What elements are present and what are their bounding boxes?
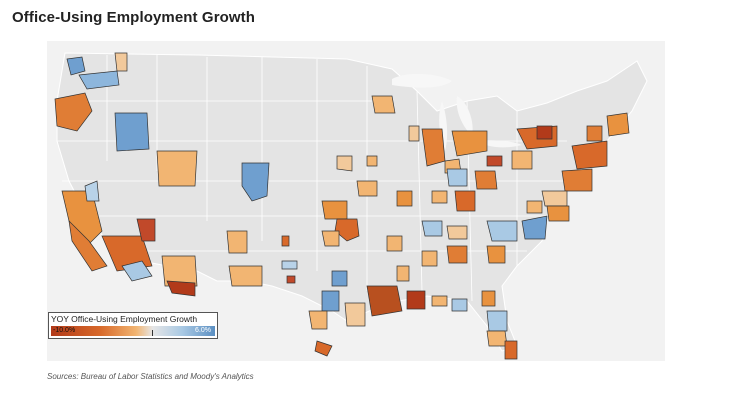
metro-dallas [331, 270, 348, 287]
metro-areas [54, 52, 630, 360]
metro-nashville [421, 220, 443, 237]
metro-louisville [431, 190, 448, 204]
metro-indianapolis [446, 168, 468, 187]
metro-salt-lake [241, 162, 270, 202]
metro-san-antonio [308, 310, 328, 330]
metro-la [121, 260, 153, 282]
metro-wenatchee [114, 52, 128, 72]
metro-albuquerque [226, 230, 248, 254]
metro-charlotte [486, 220, 518, 242]
metro-wichita [321, 200, 348, 220]
metro-nyc [571, 140, 608, 170]
metro-okc [321, 230, 340, 247]
legend-midpoint-tick [152, 330, 153, 336]
legend-title: YOY Office-Using Employment Growth [51, 314, 198, 324]
metro-bay-area [68, 220, 108, 272]
metro-corpus [314, 340, 333, 357]
metro-columbus [474, 170, 498, 190]
metro-austin [321, 290, 340, 312]
metro-mobile [406, 290, 426, 310]
metro-detroit [451, 130, 488, 157]
metro-atlanta [446, 245, 468, 264]
metro-phoenix [161, 255, 198, 287]
metro-charleston [486, 245, 506, 264]
metro-buffalo [536, 125, 553, 140]
legend-min-label: -10.0% [53, 327, 76, 334]
metro-dc [546, 205, 570, 222]
metro-tucson [166, 280, 196, 297]
legend-max-label: 6.0% [195, 327, 211, 334]
metro-new-orleans [366, 285, 403, 317]
chart-title: Office-Using Employment Growth [12, 9, 256, 26]
metro-pittsburgh [511, 150, 533, 170]
metro-cincinnati [454, 190, 476, 212]
metro-milwaukee [408, 125, 420, 142]
metro-orlando [486, 310, 508, 332]
metro-tulsa [334, 218, 360, 242]
metro-boston [606, 112, 630, 137]
metro-el-paso [228, 265, 263, 287]
legend: YOY Office-Using Employment Growth -10.0… [48, 312, 218, 339]
metro-omaha [366, 155, 378, 167]
source-note: Sources: Bureau of Labor Statistics and … [47, 372, 254, 381]
map-svg [47, 41, 665, 361]
metro-tampa [486, 330, 508, 347]
metro-portland [54, 92, 93, 132]
metro-des-moines [336, 155, 353, 172]
metro-lubbock [281, 260, 298, 270]
metro-albany [586, 125, 603, 142]
metro-tallahassee [451, 298, 468, 312]
metro-midland [286, 275, 296, 284]
metro-houston [344, 302, 366, 327]
metro-denver [156, 150, 198, 187]
metro-reno [136, 218, 156, 242]
metro-miami [504, 340, 518, 360]
metro-jacksonville [481, 290, 496, 307]
metro-sf-small [84, 180, 100, 202]
metro-memphis [386, 235, 403, 252]
us-map [47, 41, 665, 361]
metro-pensacola [431, 295, 448, 307]
metro-kansas-city [356, 180, 378, 197]
metro-baltimore [541, 190, 568, 207]
metro-richmond [526, 200, 543, 214]
metro-boise [114, 112, 150, 152]
metro-seattle [66, 56, 86, 76]
metro-birmingham [421, 250, 438, 267]
metro-amarillo [281, 235, 290, 247]
metro-minneapolis [371, 95, 396, 114]
metro-spokane [78, 70, 120, 90]
metro-knoxville [446, 225, 468, 240]
metro-toledo [486, 155, 503, 167]
metro-st-louis [396, 190, 413, 207]
metro-raleigh [521, 215, 548, 240]
legend-color-bar [51, 326, 215, 336]
metro-philadelphia [561, 168, 593, 192]
metro-jackson [396, 265, 410, 282]
